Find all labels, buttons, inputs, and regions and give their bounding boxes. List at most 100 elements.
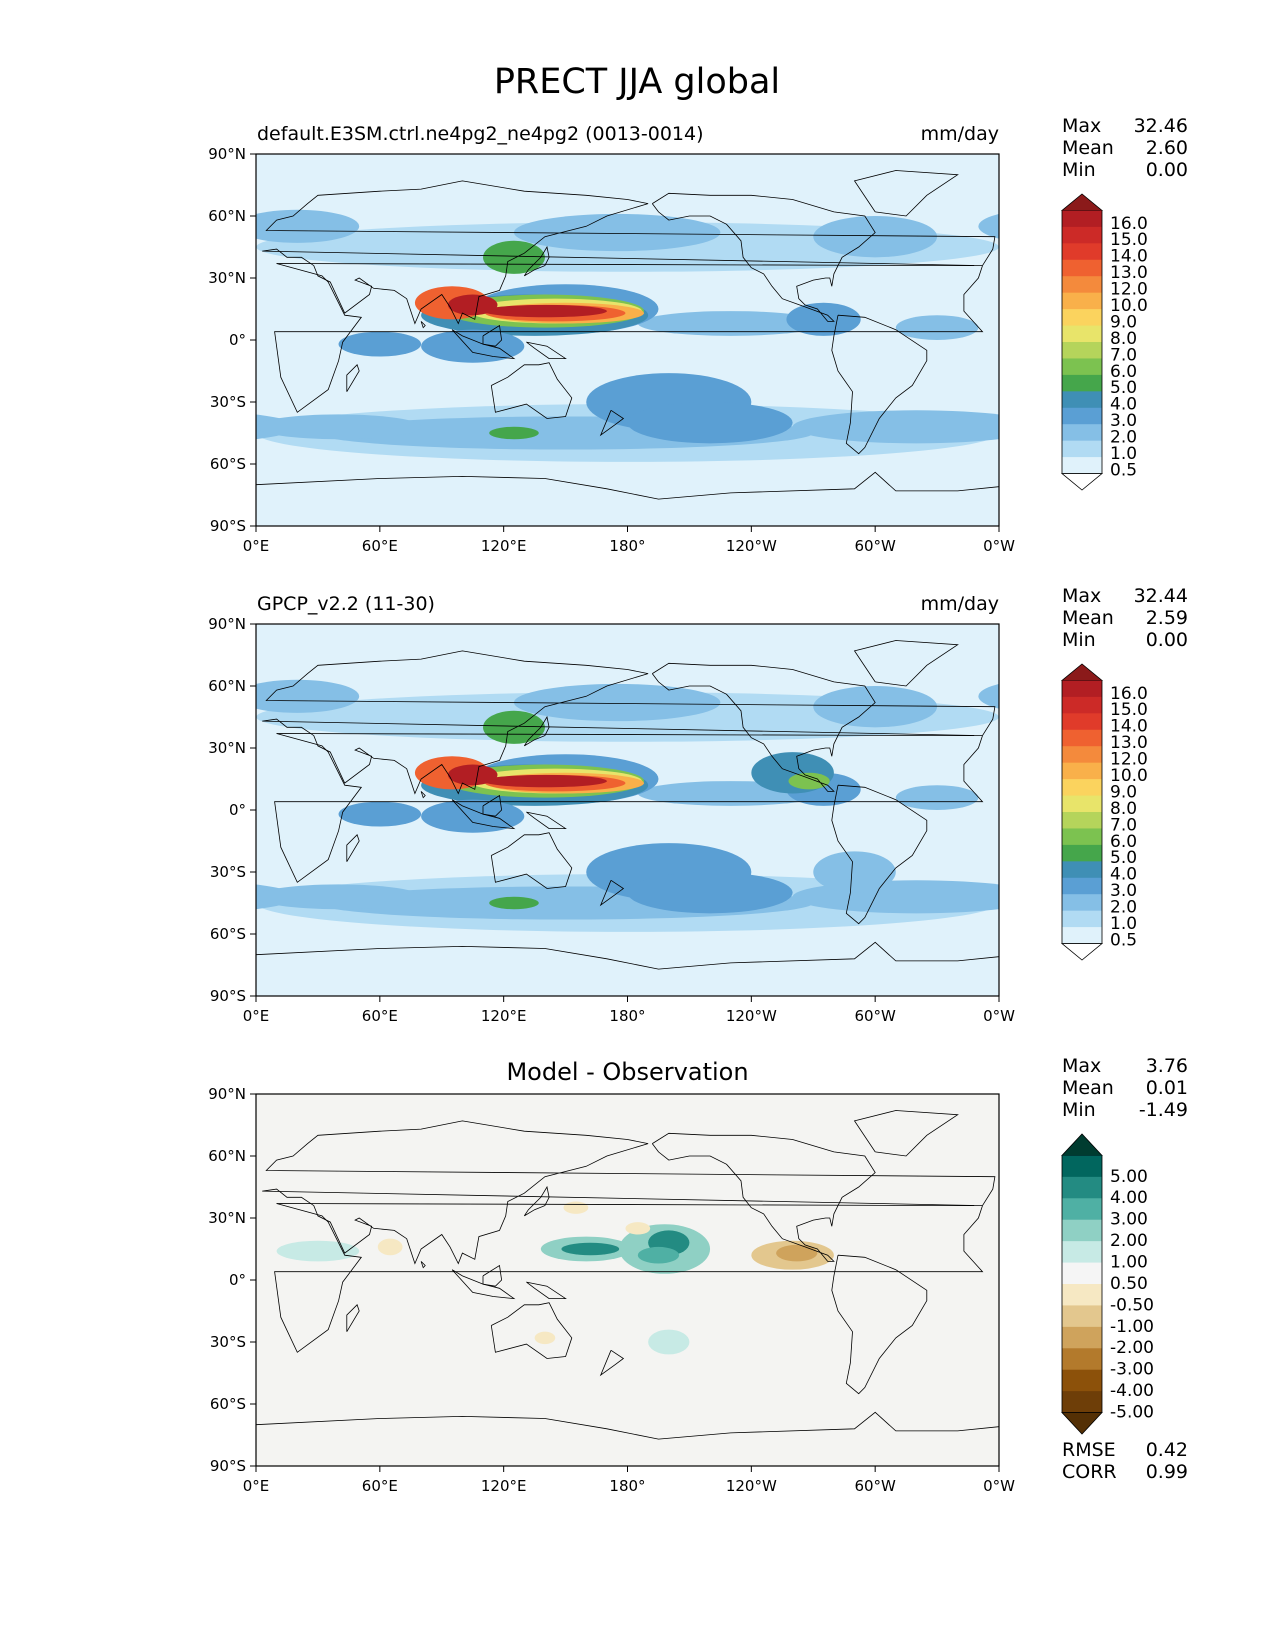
field-contour <box>70 216 194 257</box>
y-tick-label: 30°S <box>210 863 246 881</box>
stats-value: 32.46 <box>1134 115 1188 137</box>
coastline <box>346 834 360 862</box>
colorbar-cell <box>1062 729 1102 747</box>
y-tick-label: 60°S <box>210 1395 246 1413</box>
colorbar-level: 14.0 <box>1110 717 1148 737</box>
field-contour <box>792 410 999 444</box>
coastline <box>651 1132 876 1262</box>
field-contour <box>776 1244 818 1262</box>
field-contour <box>447 294 498 316</box>
x-tick-label: 180° <box>609 537 645 555</box>
colorbar-cell <box>1062 812 1102 829</box>
coastline <box>420 791 426 799</box>
field-contour <box>1164 765 1275 806</box>
field-contour <box>0 874 256 932</box>
map-axes: 0°E 60°E 120°E 180° 120°W 60°W 0°W 90°N 60°N 30°N… <box>0 145 1275 555</box>
stats-label: Min <box>1062 629 1096 651</box>
colorbar-cell <box>1062 1391 1102 1414</box>
field-contour <box>1230 773 1275 794</box>
coastline <box>482 324 503 347</box>
field-contour <box>1216 284 1275 334</box>
colorbar-cell <box>1062 1155 1102 1178</box>
panel-title: default.E3SM.ctrl.ne4pg2_ne4pg2 (0013-00… <box>257 123 704 145</box>
colorbar-level: 14.0 <box>1110 247 1148 267</box>
field-contour <box>0 886 70 919</box>
colorbar-cell <box>1062 927 1102 945</box>
field-contour <box>978 214 999 239</box>
colorbar-level: 12.0 <box>1110 750 1148 770</box>
field-contour <box>421 329 525 363</box>
field-contour <box>637 1246 680 1264</box>
colorbar-cell <box>1062 407 1102 425</box>
coastline <box>482 1264 503 1287</box>
colorbar-level: 16.0 <box>1110 214 1148 234</box>
x-tick-label: 120°E <box>481 1007 527 1025</box>
y-tick-label: 30°N <box>208 269 246 287</box>
stats-value: 0.00 <box>1146 629 1188 651</box>
colorbar-cell <box>1062 1219 1102 1242</box>
field-contour <box>43 773 117 806</box>
field-contour <box>256 209 360 243</box>
panels: 0°E 60°E 120°E 180° 120°W 60°W 0°W 90°N 60°N 30°N… <box>0 115 1275 1495</box>
metrics-label: RMSE <box>1062 1439 1116 1461</box>
field-contour <box>421 799 525 833</box>
colorbar-level: 6.0 <box>1110 832 1137 852</box>
coastline <box>831 784 928 925</box>
colorbar-cell <box>1062 1326 1102 1349</box>
y-tick-label: 30°N <box>208 1209 246 1227</box>
colorbar-cell <box>1062 680 1102 698</box>
colorbar-level: 15.0 <box>1110 700 1148 720</box>
colorbar-level: 1.0 <box>1110 914 1137 934</box>
map-background <box>256 1094 999 1466</box>
y-tick-label: 60°N <box>208 207 246 225</box>
x-tick-label: 0°W <box>983 537 1015 555</box>
x-tick-label: 60°W <box>854 537 896 555</box>
colorbar-outline <box>1061 1155 1103 1413</box>
field-contour <box>1232 427 1275 439</box>
colorbar-level: 4.0 <box>1110 865 1137 885</box>
field-contour <box>1232 897 1275 909</box>
colorbar-cell <box>1062 358 1102 376</box>
field-contour <box>513 683 721 722</box>
field-contour <box>1257 214 1275 251</box>
field-contour <box>813 851 896 893</box>
colorbar-extend-bottom <box>1060 473 1104 491</box>
colorbar-level: 10.0 <box>1110 296 1148 316</box>
colorbar: 16.015.014.013.012.010.09.08.07.06.05.04… <box>1060 193 1148 491</box>
field-contour <box>0 311 81 336</box>
coastline <box>831 1254 928 1395</box>
coastline <box>482 794 503 817</box>
colorbar-cell <box>1062 762 1102 780</box>
field-contour <box>483 304 607 318</box>
field-contour <box>1257 684 1275 721</box>
stats-label: Min <box>1062 1099 1096 1121</box>
colorbar-cell <box>1062 1305 1102 1328</box>
stats-label: Max <box>1062 1055 1101 1077</box>
coastline <box>490 832 573 889</box>
field-contour <box>153 315 236 340</box>
colorbar-level: 1.00 <box>1110 1253 1148 1273</box>
colorbar-level: 3.0 <box>1110 411 1137 431</box>
x-tick-label: 60°E <box>362 537 398 555</box>
coastline <box>451 799 516 830</box>
coastline <box>420 1261 426 1269</box>
colorbar-level: 9.0 <box>1110 782 1137 802</box>
field-contour <box>0 789 256 830</box>
x-tick-label: 60°W <box>854 1477 896 1495</box>
units-label: mm/day <box>921 593 999 615</box>
colorbar-cell <box>1062 696 1102 714</box>
coastline <box>599 1349 625 1377</box>
coastline <box>262 650 996 795</box>
colorbar-cell <box>1062 457 1102 475</box>
x-tick-label: 120°W <box>726 1007 777 1025</box>
field-contour <box>1191 765 1241 786</box>
colorbar-level: 12.0 <box>1110 280 1148 300</box>
colorbar-level: 0.50 <box>1110 1274 1148 1294</box>
colorbar-cell <box>1062 910 1102 928</box>
colorbar-cell <box>1062 1262 1102 1285</box>
field-contour <box>0 402 50 443</box>
field-contour <box>1226 241 1275 274</box>
colorbar-level: 13.0 <box>1110 733 1148 753</box>
x-tick-label: 0°W <box>983 1477 1015 1495</box>
